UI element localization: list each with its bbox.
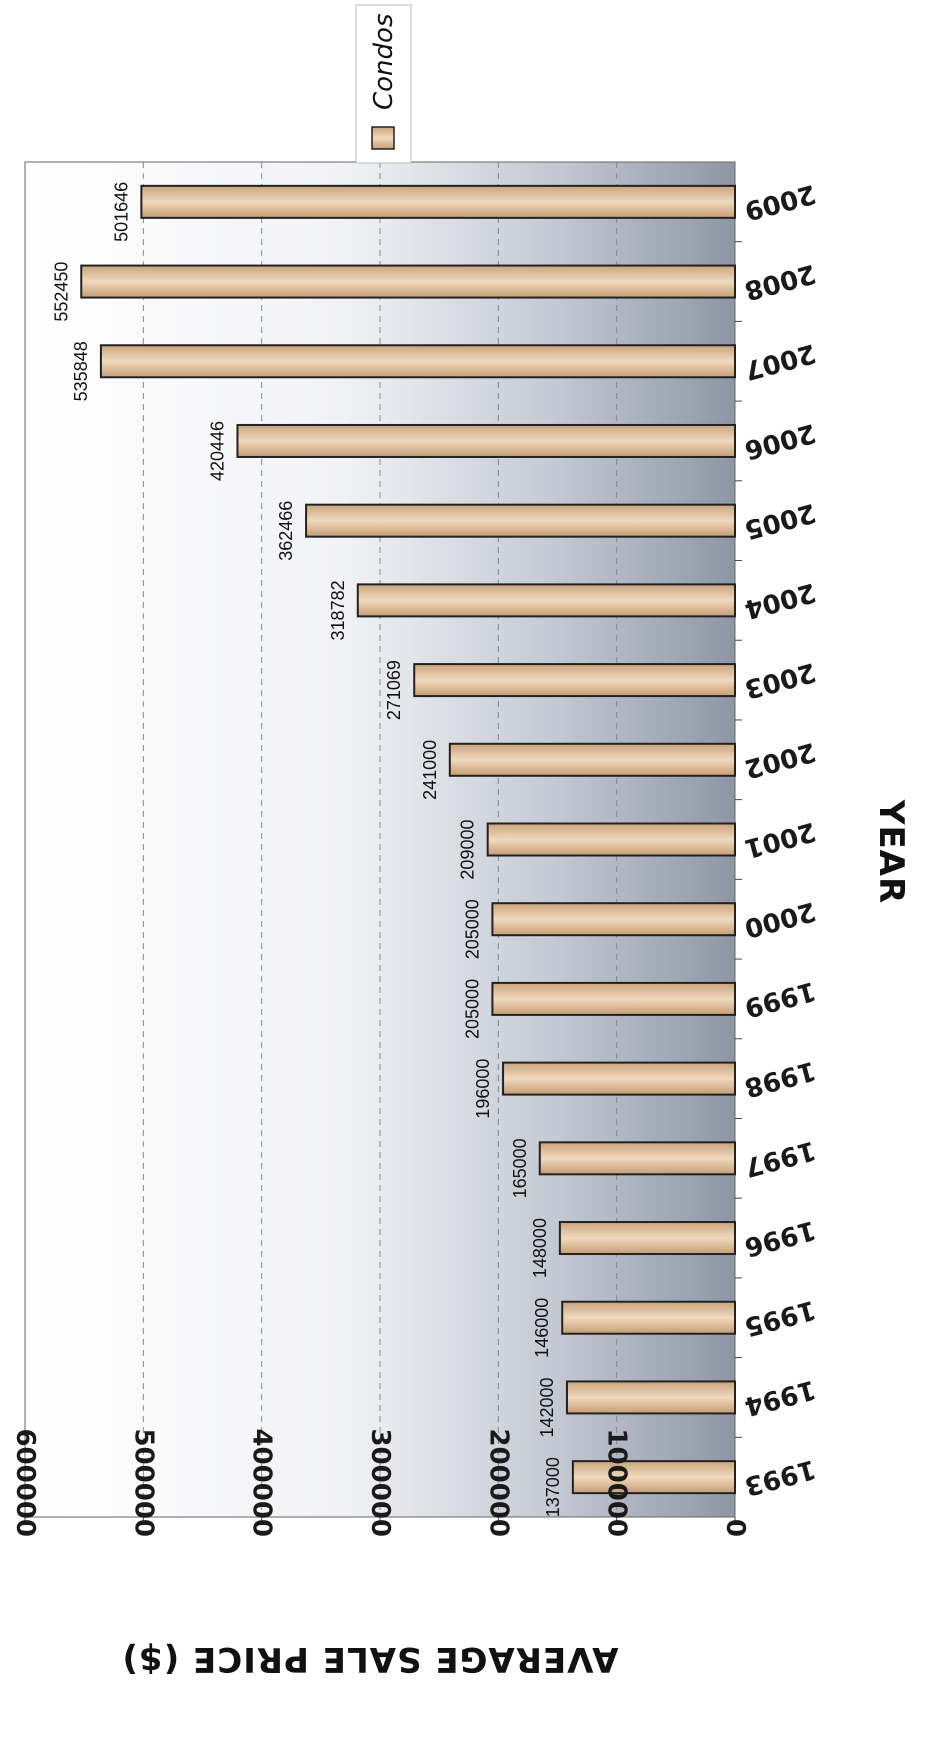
data-label-1995: 146000 [532,1298,552,1358]
bar-2000 [491,902,736,937]
bars [80,184,737,1495]
category-tick-label: 2005 [741,497,819,545]
value-tick-label: 200000 [483,1428,513,1537]
category-tick-label: 2008 [741,258,819,306]
value-tick-label: 400000 [247,1428,277,1537]
category-tick-label: 2004 [741,577,819,625]
category-tick-label: 2006 [741,417,819,465]
data-label-2006: 420446 [207,421,227,481]
data-label-1993: 137000 [543,1457,563,1517]
bar-2006 [236,423,736,458]
bar-2004 [356,583,736,618]
value-axis-ticks: 0 100000 200000 300000 400000 500000 600000 [10,1428,750,1537]
data-label-1999: 205000 [462,979,482,1039]
bar-1996 [558,1221,736,1256]
category-tick-label: 1998 [741,1055,819,1103]
category-tick-label: 2003 [741,656,819,704]
data-label-2005: 362466 [276,501,296,561]
data-label-1998: 196000 [473,1059,493,1119]
data-label-1994: 142000 [537,1377,557,1437]
legend: Condos [355,4,412,164]
category-tick-label: 1994 [741,1374,819,1422]
data-label-2000: 205000 [462,899,482,959]
category-tick-label: 1995 [741,1294,819,1342]
value-tick-label: 0 [720,1519,750,1537]
gridlines [24,162,742,1523]
data-label-2001: 209000 [458,820,478,880]
category-tick-label: 2002 [741,736,819,784]
value-tick-label: 300000 [365,1428,395,1537]
category-tick-label: 2007 [741,337,819,385]
value-tick-label: 500000 [128,1428,158,1537]
category-tick-label: 1993 [741,1453,819,1501]
bar-1998 [502,1061,737,1096]
data-label-2003: 271069 [384,660,404,720]
category-axis-title: YEAR [871,799,911,904]
value-axis-title: AVERAGE SALE PRICE ($) [121,1639,618,1679]
bar-1993 [571,1460,737,1495]
data-label-2004: 318782 [328,580,348,640]
category-tick-label: 1996 [741,1214,819,1262]
data-label-2007: 535848 [71,341,91,401]
data-label-1997: 165000 [510,1138,530,1198]
bar-2009 [140,184,736,219]
category-tick-label: 2001 [741,816,819,864]
category-tick-label: 1999 [741,975,819,1023]
legend-label: Condos [369,14,399,111]
category-tick-label: 2009 [741,178,819,226]
bar-2007 [99,344,736,379]
data-label-2002: 241000 [420,740,440,800]
bar-1995 [561,1300,736,1335]
bar-2001 [486,822,736,857]
data-label-2008: 552450 [51,262,71,322]
bar-2003 [413,663,736,698]
data-label-2009: 501646 [111,182,131,242]
bar-2002 [448,742,736,777]
value-tick-label: 600000 [10,1428,40,1537]
value-tick-label: 100000 [602,1428,632,1537]
bar-2005 [305,503,736,538]
bar-1997 [538,1141,736,1176]
category-axis-ticks: 1993 1994 1995 1996 1997 1998 1999 2000 2001 2002… [741,178,819,1501]
data-label-1996: 148000 [530,1218,550,1278]
category-tick-label: 2000 [741,895,819,943]
bar-2008 [80,264,736,299]
category-tick-label: 1997 [741,1134,819,1182]
bar-1994 [565,1380,737,1415]
bar-1999 [491,981,736,1016]
legend-swatch [371,126,395,150]
